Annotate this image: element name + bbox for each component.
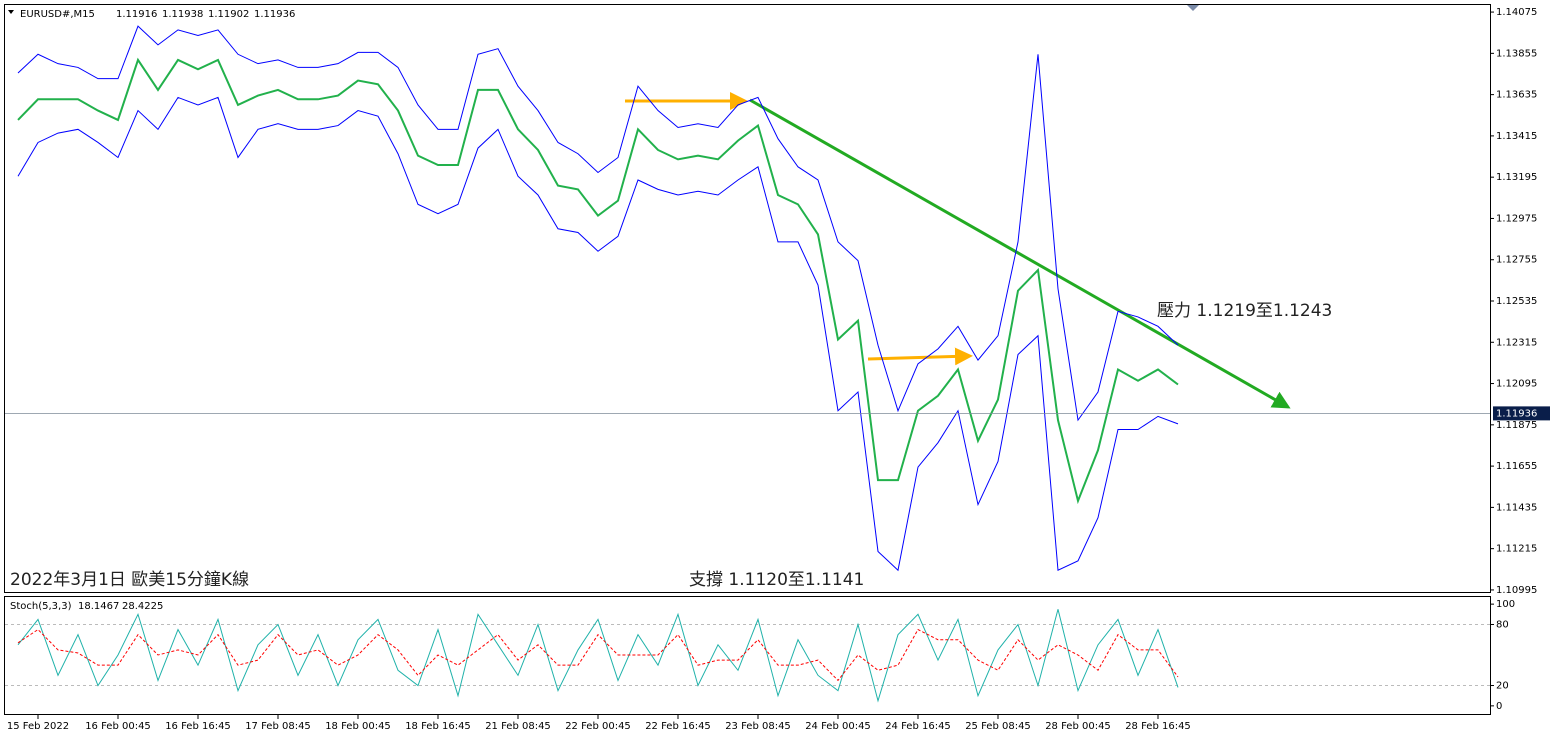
annotation: 壓力 1.1219至1.1243 [1157,301,1332,321]
x-tick-label: 15 Feb 2022 [7,721,69,732]
x-tick-label: 17 Feb 08:45 [245,721,311,732]
y-tick-label: 1.12535 [1496,296,1537,307]
annotation: 支撐 1.1120至1.1141 [689,570,864,590]
support-arrow [867,347,973,366]
y-tick-label: 1.11215 [1496,544,1537,555]
indicator-title: Stoch(5,3,3) [10,601,72,612]
annotation: 2022年3月1日 歐美15分鐘K線 [10,570,249,590]
y-tick-label: 20 [1496,681,1509,692]
price-tag [1493,406,1550,421]
price-tag-label: 1.11936 [1496,408,1537,419]
series-line [17,609,1179,703]
y-tick-label: 1.12095 [1496,379,1537,390]
y-tick-label: 1.14075 [1496,7,1537,18]
x-tick-label: 24 Feb 00:45 [805,721,871,732]
indicator-value: 28.4225 [122,601,163,612]
y-tick-label: 1.13635 [1496,90,1537,101]
y-tick-label: 1.11655 [1496,461,1537,472]
x-tick-label: 21 Feb 08:45 [485,721,551,732]
x-tick-label: 22 Feb 00:45 [565,721,631,732]
header-value: 1.11938 [162,9,203,20]
shift-marker [1187,5,1199,11]
x-tick-label: 16 Feb 16:45 [165,721,231,732]
indicator-value: 18.1467 [78,601,119,612]
price-pane [4,4,1491,593]
chart-title: EURUSD#,M15 [20,9,95,20]
y-tick-label: 100 [1496,599,1515,610]
x-tick-label: 25 Feb 08:45 [965,721,1031,732]
x-tick-label: 22 Feb 16:45 [645,721,711,732]
x-tick-label: 18 Feb 16:45 [405,721,471,732]
y-tick-label: 1.12755 [1496,255,1537,266]
header-value: 1.11916 [116,9,157,20]
y-tick-label: 1.12315 [1496,337,1537,348]
y-tick-label: 1.13195 [1496,172,1537,183]
menu-icon[interactable] [8,10,14,14]
y-tick-label: 0 [1496,701,1502,712]
y-tick-label: 80 [1496,619,1509,630]
x-tick-label: 28 Feb 16:45 [1125,721,1191,732]
x-tick-label: 18 Feb 00:45 [325,721,391,732]
y-tick-label: 1.13415 [1496,131,1537,142]
trend-line [749,98,1291,409]
x-tick-label: 23 Feb 08:45 [725,721,791,732]
x-tick-label: 24 Feb 16:45 [885,721,951,732]
y-tick-label: 1.11435 [1496,502,1537,513]
series-line [17,96,1179,572]
y-tick-label: 1.12975 [1496,213,1537,224]
series-line [17,57,1179,505]
header-value: 1.11936 [254,9,295,20]
series-line [17,628,1179,682]
x-tick-label: 28 Feb 00:45 [1045,721,1111,732]
y-tick-label: 1.10995 [1496,585,1537,596]
stoch-pane [4,596,1491,715]
x-tick-label: 16 Feb 00:45 [85,721,151,732]
y-tick-label: 1.13855 [1496,48,1537,59]
y-tick-label: 1.11875 [1496,420,1537,431]
series-line [17,25,1179,422]
header-value: 1.11902 [208,9,249,20]
